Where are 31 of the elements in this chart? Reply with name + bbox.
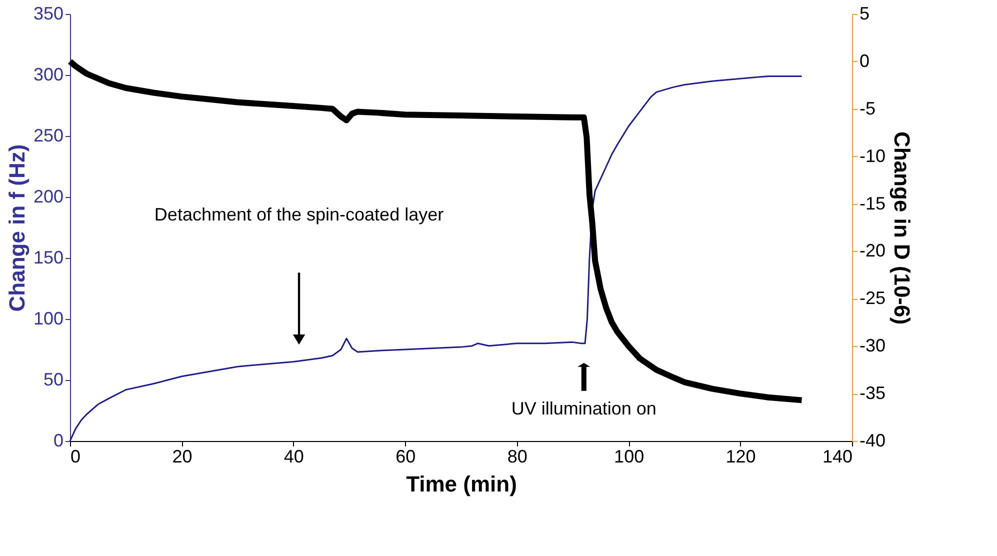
- x-tick-label: 40: [284, 446, 304, 466]
- x-tick-label: 120: [726, 446, 756, 466]
- y-tick-label: 100: [33, 308, 64, 328]
- y-axis-title: Change in f (Hz): [4, 144, 30, 312]
- y2-tick-label: -35: [860, 383, 886, 404]
- x-tick-label: 140: [822, 446, 852, 466]
- y2-tick-label: 0: [860, 50, 870, 71]
- y2-tick-label: -20: [860, 240, 886, 261]
- x-tick-label: 60: [396, 446, 416, 466]
- y2-tick-label: 5: [860, 4, 870, 24]
- y2-tick-label: -25: [860, 288, 886, 308]
- y2-tick-label: -30: [860, 336, 886, 356]
- y2-tick-label: -10: [860, 146, 886, 166]
- x-tick-label: 100: [614, 446, 644, 466]
- x-tick-label: 80: [507, 446, 528, 466]
- x-tick-label: 0: [70, 446, 81, 466]
- y-tick-label: 200: [33, 186, 64, 206]
- annotation: Detachment of the spin-coated layer: [154, 204, 444, 224]
- y-tick-label: 250: [33, 126, 64, 146]
- y-tick-label: 150: [33, 248, 64, 268]
- y-tick-label: 0: [53, 430, 64, 450]
- x-tick-label: 20: [172, 446, 192, 466]
- y2-axis-title: Change in D (10-6): [890, 131, 915, 325]
- annotation: UV illumination on: [511, 398, 656, 418]
- y-tick-label: 300: [33, 64, 64, 84]
- y2-tick-label: -15: [860, 193, 886, 214]
- y2-tick-label: -5: [860, 98, 876, 118]
- y-tick-label: 50: [43, 370, 64, 390]
- x-axis-title: Time (min): [406, 472, 517, 496]
- y-tick-label: 350: [33, 4, 64, 24]
- y2-tick-label: -40: [860, 430, 886, 450]
